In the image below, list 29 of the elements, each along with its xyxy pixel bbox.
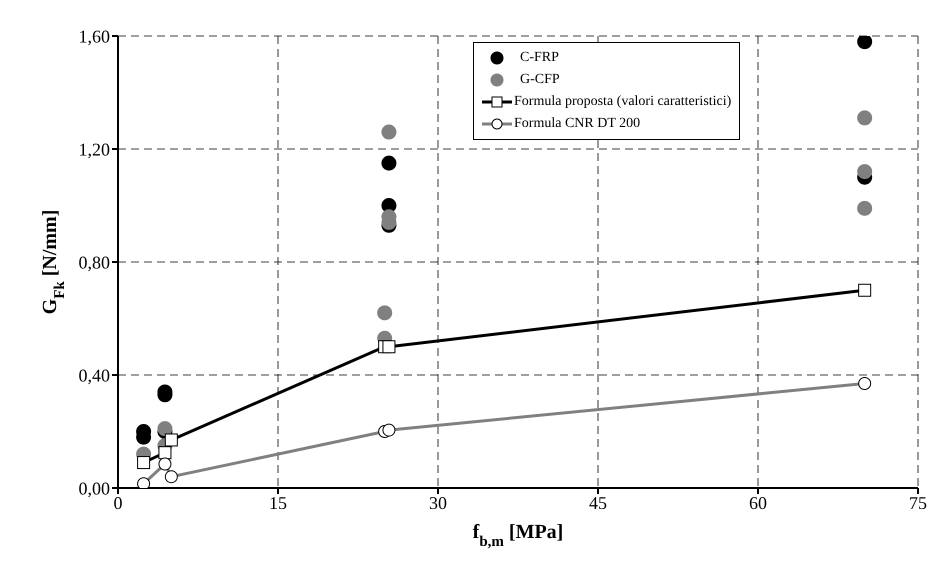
legend-label: Formula CNR DT 200 <box>514 116 640 132</box>
y-tick-label: 0,00 <box>78 478 110 498</box>
point <box>137 456 150 470</box>
y-tick-label: 1,60 <box>78 26 110 46</box>
x-tick-label: 0 <box>114 492 122 513</box>
y-tick-label: 0,40 <box>78 365 110 386</box>
point <box>164 433 178 446</box>
point <box>857 164 872 180</box>
point <box>157 421 172 436</box>
legend-label: G-CFP <box>520 72 560 88</box>
x-tick-label: 15 <box>269 492 287 513</box>
legend-label: Formula proposta (valori caratteristici) <box>514 94 732 110</box>
x-tick-label: 60 <box>749 492 767 513</box>
point <box>857 200 872 216</box>
point <box>857 110 872 126</box>
x-tick-label: 45 <box>589 492 607 513</box>
y-tick-label: 1,20 <box>78 139 110 160</box>
point <box>377 305 392 320</box>
y-tick-label: 0,80 <box>78 252 110 272</box>
x-tick-label: 30 <box>429 492 447 513</box>
x-tick-label: 75 <box>909 492 927 513</box>
point <box>858 284 872 297</box>
point <box>381 124 396 140</box>
legend-label: C-FRP <box>520 50 559 66</box>
point <box>381 156 396 171</box>
point <box>158 446 172 460</box>
point <box>857 36 872 50</box>
point <box>382 340 396 354</box>
x-axis-title: f$_{b,m}$ [MPa] <box>472 521 564 550</box>
